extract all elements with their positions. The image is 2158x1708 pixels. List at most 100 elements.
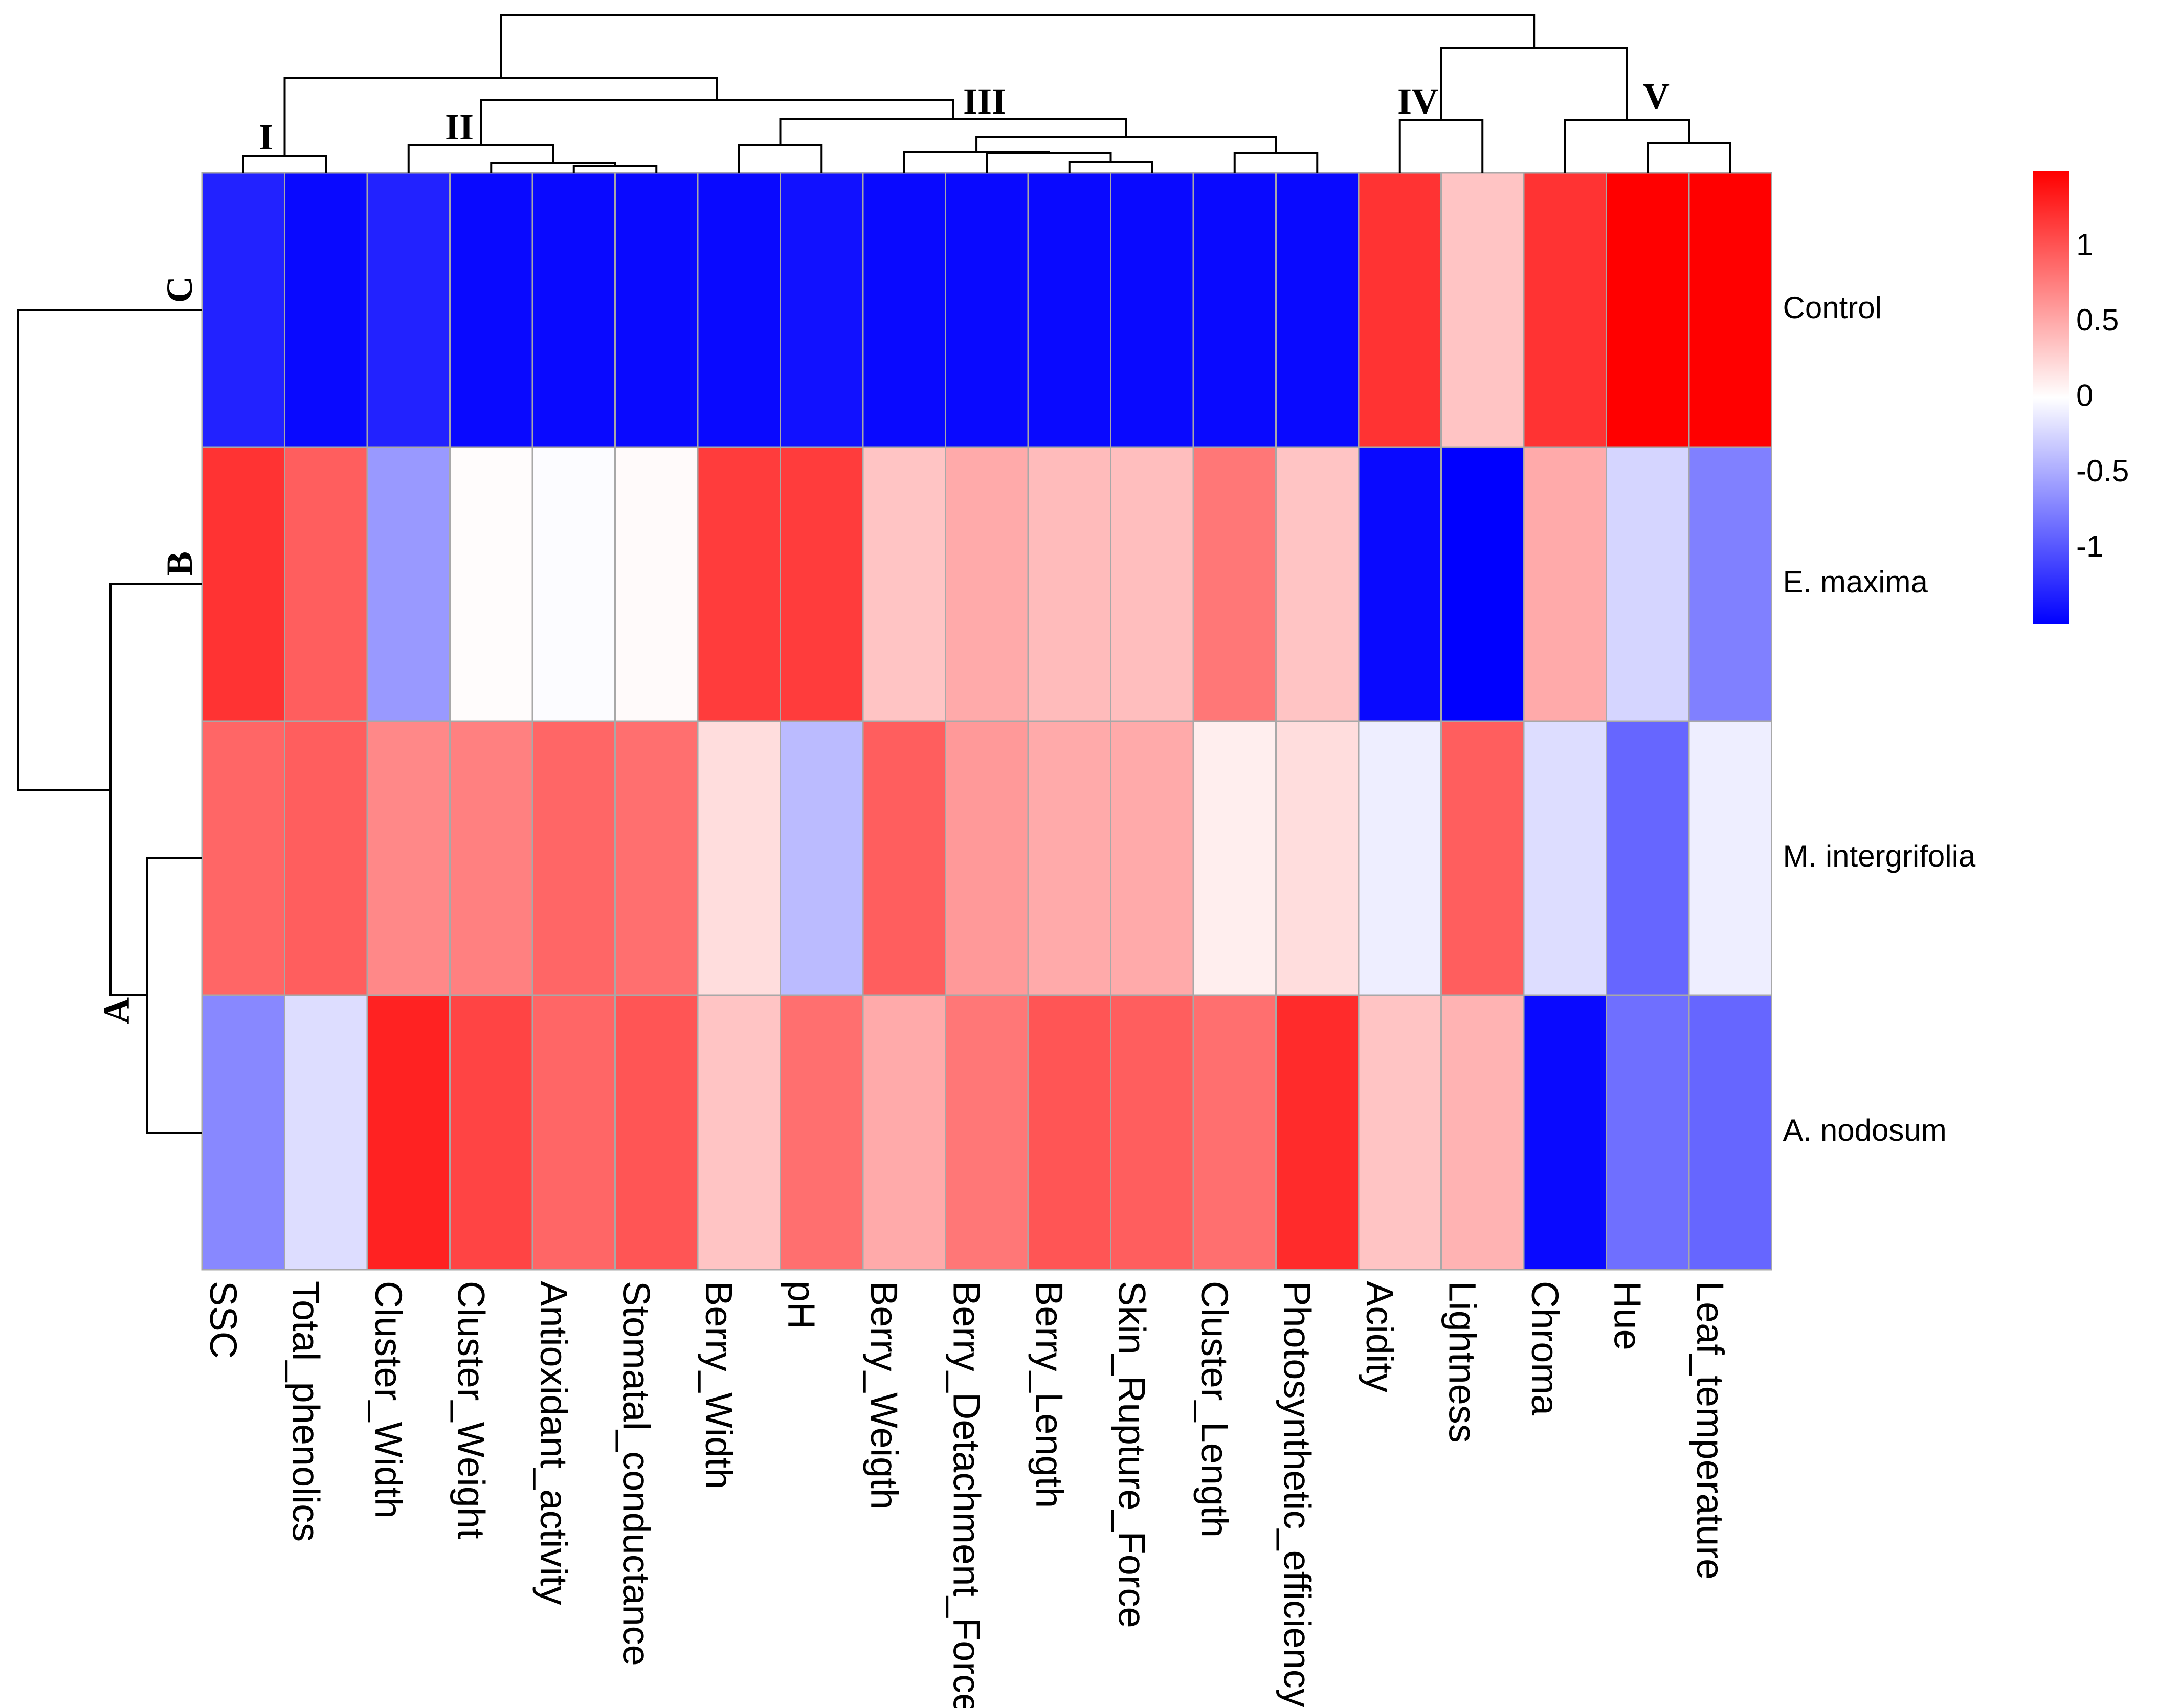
heatmap-cell	[531, 720, 616, 996]
column-dendrogram-link	[1068, 161, 1153, 173]
row-dendrogram-link	[17, 309, 202, 791]
column-dendrogram	[242, 14, 1731, 173]
heatmap-cell	[1027, 720, 1111, 996]
heatmap-cell	[697, 994, 781, 1271]
heatmap-cell	[780, 720, 864, 996]
column-label: Cluster_Weight	[450, 1281, 493, 1539]
column-label: Leaf_temperature	[1689, 1281, 1731, 1580]
column-dendrogram-link	[1564, 119, 1690, 173]
row-labels: Control E. maxima M. intergrifolia A. nodos…	[1783, 291, 1976, 1147]
column-label: Hue	[1607, 1281, 1649, 1350]
heatmap-cell	[1523, 446, 1607, 722]
column-dendrogram-link	[480, 99, 954, 145]
heatmap-cell	[1440, 172, 1525, 448]
column-label: Berry_Length	[1028, 1281, 1071, 1508]
heatmap-cell	[1358, 172, 1442, 448]
row-dendrogram	[17, 309, 202, 1134]
column-dendrogram-link	[779, 118, 1127, 145]
column-label: Total_phenolics	[285, 1281, 327, 1542]
heatmap-cell	[1606, 720, 1690, 996]
heatmap-cell	[366, 994, 451, 1271]
column-dendrogram-link	[1440, 47, 1628, 120]
heatmap-cell	[1440, 994, 1525, 1271]
heatmap-cell	[284, 446, 368, 722]
column-dendrogram-link	[500, 14, 1536, 78]
heatmap-cell	[1275, 994, 1360, 1271]
column-cluster-label: I	[259, 117, 273, 158]
legend-color-bar	[2033, 171, 2069, 624]
heatmap-cell	[780, 446, 864, 722]
row-label: A. nodosum	[1783, 1113, 1947, 1147]
heatmap-cell	[531, 446, 616, 722]
heatmap-cell	[1358, 720, 1442, 996]
heatmap-cell	[1192, 720, 1277, 996]
legend-tick-label: 1	[2076, 227, 2093, 261]
heatmap-cell	[1110, 172, 1194, 448]
column-dendrogram-link	[407, 144, 554, 173]
heatmap-cell	[614, 994, 699, 1271]
row-label: E. maxima	[1783, 565, 1928, 599]
column-label: Berry_Width	[698, 1281, 740, 1489]
column-dendrogram-link	[975, 136, 1277, 153]
row-cluster-label: A	[96, 997, 137, 1024]
column-label: Stomatal_conductance	[615, 1281, 658, 1666]
color-legend: 1 0.5 0 -0.5 -1	[2033, 171, 2129, 624]
heatmap-cell	[614, 172, 699, 448]
heatmap-cell	[1110, 446, 1194, 722]
heatmap-cell	[1275, 720, 1360, 996]
heatmap-cell	[862, 446, 946, 722]
column-dendrogram-link	[903, 151, 1050, 173]
column-cluster-label: IV	[1397, 81, 1438, 122]
heatmap-cell	[366, 720, 451, 996]
column-label: Cluster_Width	[367, 1281, 410, 1519]
heatmap-cell	[284, 994, 368, 1271]
heatmap-cell	[1523, 720, 1607, 996]
column-dendrogram-link	[1398, 119, 1484, 173]
heatmap-cell	[449, 172, 533, 448]
row-cluster-label: C	[159, 276, 200, 303]
column-label: Skin_Rupture_Force	[1111, 1281, 1153, 1628]
heatmap-cell	[531, 172, 616, 448]
heatmap-cell	[945, 720, 1029, 996]
heatmap-cell	[201, 994, 285, 1271]
column-label: Lightness	[1441, 1281, 1484, 1443]
column-label: Chroma	[1524, 1281, 1566, 1416]
heatmap-cell	[862, 172, 946, 448]
legend-tick-label: 0	[2076, 378, 2093, 412]
heatmap-cell	[945, 446, 1029, 722]
heatmap-cell	[1523, 994, 1607, 1271]
heatmap-cell	[201, 446, 285, 722]
column-cluster-label: II	[445, 106, 474, 147]
row-label: Control	[1783, 291, 1882, 325]
heatmap-cell	[1027, 446, 1111, 722]
heatmap-cell	[1192, 172, 1277, 448]
heatmap-cell	[614, 446, 699, 722]
heatmap-cell	[697, 446, 781, 722]
column-labels: SSC Total_phenolics Cluster_Width Cluster_W…	[202, 1281, 1731, 1708]
heatmap-cell	[201, 720, 285, 996]
heatmap-cell	[1192, 446, 1277, 722]
column-label: Antioxidant_activity	[532, 1281, 575, 1605]
column-label: SSC	[202, 1281, 244, 1359]
legend-tick-label: -1	[2076, 529, 2103, 563]
heatmap-cell	[201, 172, 285, 448]
heatmap-cell	[862, 720, 946, 996]
heatmap-cell	[1688, 172, 1772, 448]
heatmap-cell	[1606, 172, 1690, 448]
heatmap-cell	[945, 172, 1029, 448]
column-dendrogram-link	[738, 144, 823, 173]
column-dendrogram-link	[572, 165, 658, 173]
heatmap-cell	[1688, 720, 1772, 996]
heatmap-cell	[1110, 720, 1194, 996]
column-label: pH	[781, 1281, 823, 1329]
heatmap-cell	[1688, 446, 1772, 722]
heatmap-cell	[449, 994, 533, 1271]
heatmap-cell	[284, 172, 368, 448]
heatmap-cell	[1275, 172, 1360, 448]
heatmap-cell	[780, 994, 864, 1271]
legend-tick-label: -0.5	[2076, 454, 2129, 488]
heatmap-cell	[1275, 446, 1360, 722]
column-label: Cluster_Length	[1193, 1281, 1236, 1538]
